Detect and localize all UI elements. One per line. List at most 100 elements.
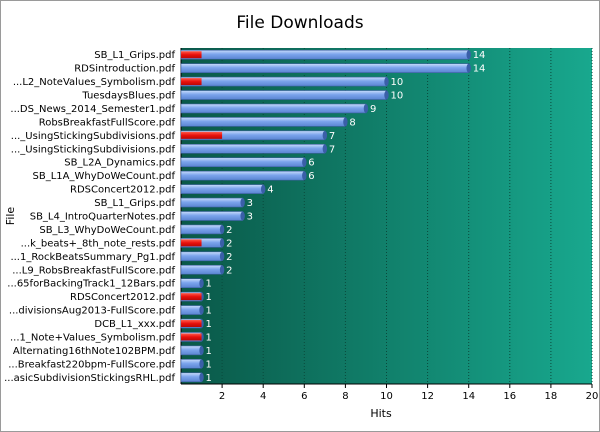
y-category-label: DCB_L1_xxx.pdf [94, 319, 175, 330]
y-category-label: ...asicSubdivisionStickingsRHL.pdf [4, 373, 175, 384]
bar-end-cap [302, 157, 307, 167]
bar-value-label: 1 [206, 373, 212, 384]
bar-value-label: 10 [391, 77, 404, 88]
bar-secondary [181, 239, 202, 247]
x-tick-label: 8 [342, 391, 348, 402]
y-category-label: RobsBreakfastFullScore.pdf [39, 117, 176, 128]
bar-end-cap [261, 184, 266, 194]
bar-end-cap [240, 211, 245, 221]
y-category-label: ...L9_RobsBreakfastFullScore.pdf [12, 265, 175, 276]
x-tick-label: 10 [380, 391, 393, 402]
bar-hits [180, 372, 202, 383]
y-category-label: ...divisionsAug2013-FullScore.pdf [9, 306, 176, 317]
bar-hits [180, 305, 202, 315]
chart-title: File Downloads [236, 13, 364, 33]
bar-hits [180, 117, 346, 127]
y-category-label: ...k_beats+_8th_note_rests.pdf [21, 238, 176, 249]
y-category-label: ...65forBackingTrack1_12Bars.pdf [7, 279, 175, 290]
bar-value-label: 1 [206, 319, 212, 330]
x-axis-title: Hits [370, 407, 392, 420]
bar-hits [180, 278, 202, 289]
bar-value-label: 1 [206, 279, 212, 290]
bar-end-cap [466, 50, 471, 60]
y-category-label: RDSConcert2012.pdf [70, 185, 175, 196]
bar-end-cap [302, 171, 307, 181]
bar-value-label: 2 [226, 265, 232, 276]
x-tick-label: 20 [586, 391, 599, 402]
bar-value-label: 3 [247, 198, 253, 209]
bar-end-cap [219, 238, 225, 248]
y-category-label: RDSintroduction.pdf [74, 64, 175, 75]
x-tick-label: 4 [260, 391, 266, 402]
bar-hits [180, 211, 243, 221]
x-tick-label: 6 [301, 391, 307, 402]
y-category-label: Alternating16thNote102BPM.pdf [13, 346, 176, 357]
y-category-label: SB_L1_Grips.pdf [94, 50, 175, 61]
bar-value-label: 1 [206, 306, 212, 317]
y-category-label: SB_L2A_Dynamics.pdf [64, 158, 175, 169]
bar-end-cap [384, 90, 389, 100]
y-category-label: ...1_RockBeatsSummary_Pg1.pdf [10, 252, 175, 263]
y-axis-title: File [4, 207, 17, 226]
y-category-label: SB_L1_Grips.pdf [94, 198, 175, 209]
bar-hits [180, 63, 470, 73]
bar-hits [180, 224, 223, 235]
bar-secondary [181, 293, 202, 301]
y-category-label: SB_L4_IntroQuarterNotes.pdf [30, 212, 176, 223]
bar-value-label: 14 [473, 50, 486, 61]
bar-value-label: 3 [247, 212, 253, 223]
bar-value-label: 2 [226, 225, 232, 236]
y-category-label: RDSConcert2012.pdf [70, 292, 175, 303]
bar-end-cap [199, 278, 204, 288]
bar-value-label: 1 [206, 346, 212, 357]
bar-hits [180, 197, 243, 208]
x-tick-label: 18 [545, 391, 558, 402]
bar-hits [180, 251, 223, 262]
bar-end-cap [384, 77, 389, 87]
bar-end-cap [199, 359, 204, 369]
bar-secondary [181, 131, 223, 139]
bar-end-cap [219, 224, 225, 234]
bar-hits [180, 76, 387, 87]
bar-secondary [181, 320, 202, 328]
bar-hits [180, 157, 305, 168]
bar-end-cap [466, 63, 471, 73]
bar-secondary [181, 78, 202, 86]
bar-end-cap [219, 251, 225, 261]
bar-value-label: 14 [473, 64, 486, 75]
y-category-label: ..._UsingStickingSubdivisions.pdf [11, 144, 176, 155]
bar-end-cap [199, 345, 204, 355]
bar-value-label: 10 [391, 91, 404, 102]
bar-hits [180, 90, 387, 100]
bar-end-cap [322, 130, 328, 140]
bar-hits [180, 170, 305, 181]
bar-value-label: 2 [226, 238, 232, 249]
x-tick-label: 14 [462, 391, 475, 402]
bar-end-cap [199, 305, 204, 315]
y-category-label: ...DS_News_2014_Semester1.pdf [10, 104, 175, 115]
bar-hits [180, 49, 470, 60]
bar-value-label: 4 [267, 185, 273, 196]
bar-hits [180, 144, 326, 154]
bar-end-cap [219, 265, 225, 275]
bar-value-label: 7 [329, 131, 335, 142]
bar-value-label: 1 [206, 332, 212, 343]
bar-hits [180, 103, 367, 114]
x-tick-label: 12 [421, 391, 434, 402]
y-category-label: ...Breakfast220bpm-FullScore.pdf [8, 359, 175, 370]
bar-hits [180, 264, 223, 275]
bar-value-label: 6 [308, 171, 314, 182]
bar-value-label: 7 [329, 144, 335, 155]
bar-end-cap [343, 117, 348, 127]
y-category-label: SB_L1A_WhyDoWeCount.pdf [33, 171, 176, 182]
bar-end-cap [240, 198, 245, 208]
bar-end-cap [199, 372, 204, 382]
x-tick-label: 2 [219, 391, 225, 402]
bar-value-label: 1 [206, 359, 212, 370]
bar-end-cap [363, 103, 369, 113]
bar-hits [180, 184, 264, 194]
bar-end-cap [322, 144, 328, 154]
bar-hits [180, 359, 202, 369]
bar-value-label: 2 [226, 252, 232, 263]
